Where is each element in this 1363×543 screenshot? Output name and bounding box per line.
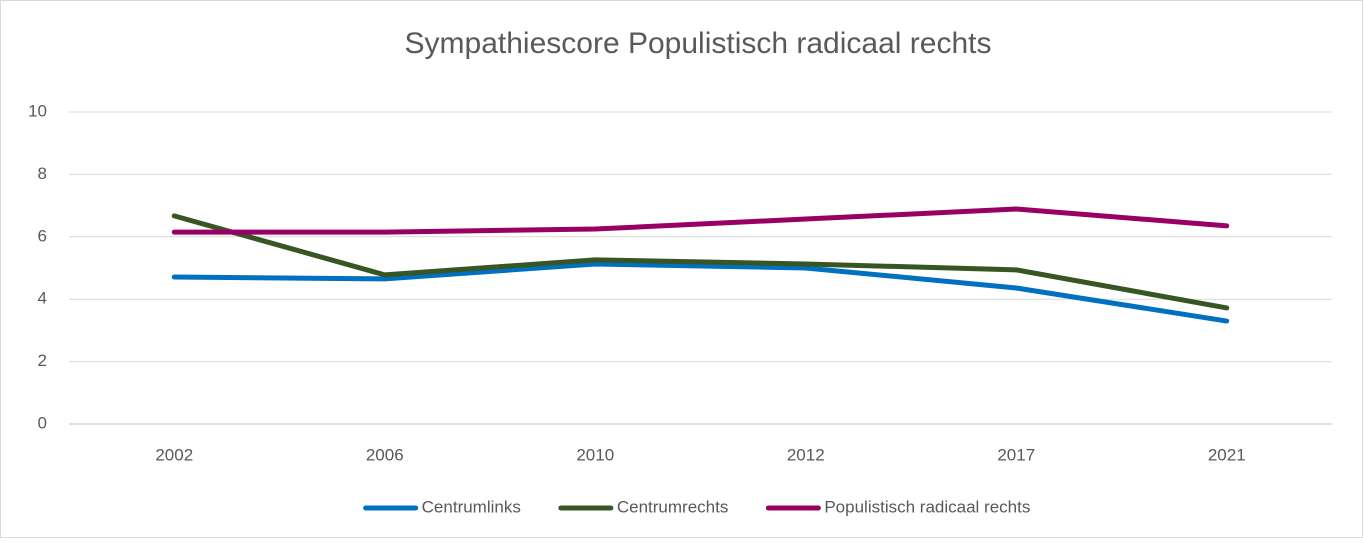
y-tick-label: 6 <box>38 226 47 245</box>
series-line <box>171 261 1230 324</box>
legend-label: Centrumrechts <box>617 497 728 516</box>
y-tick-label: 0 <box>38 413 47 432</box>
plot <box>171 206 1230 324</box>
series-line <box>171 206 1230 235</box>
chart-title: Sympathiescore Populistisch radicaal rec… <box>405 27 992 60</box>
y-tick-label: 2 <box>38 351 47 370</box>
x-tick-label: 2021 <box>1208 445 1246 464</box>
x-tick-label: 2012 <box>787 445 825 464</box>
x-tick-label: 2006 <box>366 445 404 464</box>
legend-label: Centrumlinks <box>422 497 521 516</box>
y-tick-label: 4 <box>38 289 47 308</box>
grid: 0 2 4 6 8 10 2002 2006 2010 2012 2017 2021 <box>28 101 1332 464</box>
legend: Centrumlinks Centrumrechts Populistisch ra… <box>363 497 1030 516</box>
legend-label: Populistisch radicaal rechts <box>824 497 1030 516</box>
x-tick-label: 2010 <box>576 445 614 464</box>
y-tick-label: 10 <box>28 101 47 120</box>
y-tick-label: 8 <box>38 164 47 183</box>
x-tick-label: 2017 <box>997 445 1035 464</box>
series-line <box>171 213 1230 311</box>
x-tick-label: 2002 <box>155 445 193 464</box>
